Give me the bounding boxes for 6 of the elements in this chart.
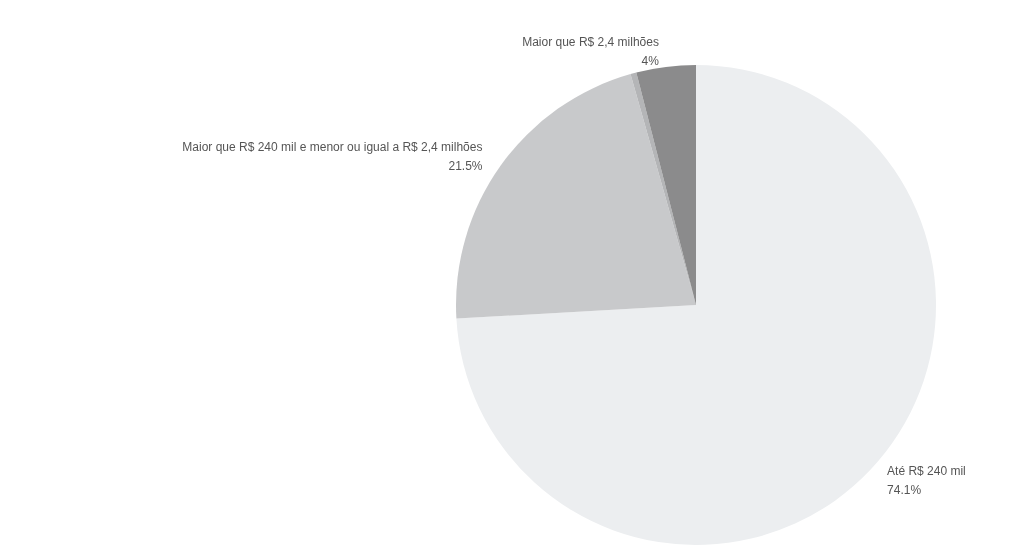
slice-label: Até R$ 240 mil [887, 464, 966, 479]
data-label: 21.5% [448, 158, 483, 173]
data-label: 4% [641, 53, 660, 68]
slice-label: Maior que R$ 2,4 milhões [522, 34, 659, 49]
slice-label: Maior que R$ 240 mil e menor ou igual a R$ 2,4 milhões [182, 139, 483, 154]
data-label: 74.1% [887, 483, 922, 498]
